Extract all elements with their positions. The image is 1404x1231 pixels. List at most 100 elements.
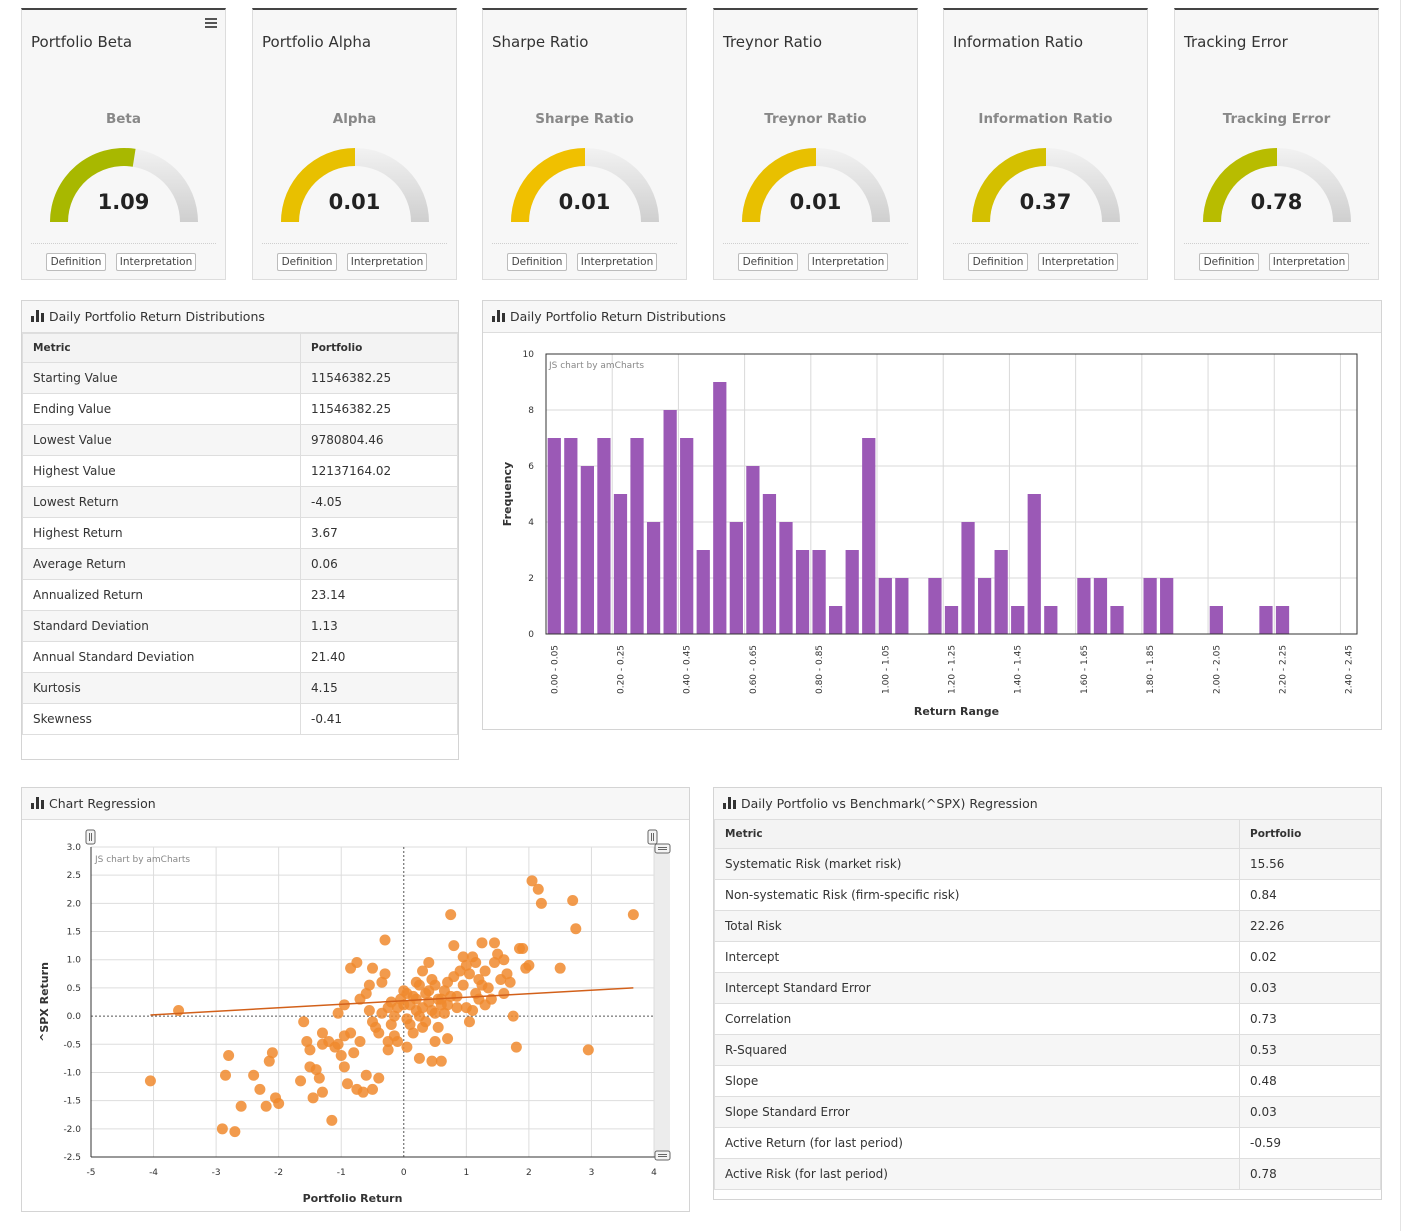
interpretation-button[interactable]: Interpretation	[1038, 253, 1118, 271]
definition-button[interactable]: Definition	[507, 253, 567, 271]
scatter-point	[382, 1044, 394, 1056]
scatter-point	[470, 957, 482, 969]
value-cell: 0.06	[300, 548, 458, 580]
y-tick-label: -1.0	[63, 1068, 81, 1078]
gauge-fill	[511, 148, 585, 222]
histogram-bar	[878, 578, 892, 634]
scatter-point	[517, 942, 529, 954]
scatter-point	[373, 1027, 385, 1039]
table-row: Annualized Return 23.14	[22, 579, 458, 611]
card-title: Information Ratio	[953, 33, 1084, 51]
histogram-bar	[812, 550, 826, 634]
x-tick-label: 1.60 - 1.65	[1080, 645, 1090, 694]
zoom-handle-bottom-icon[interactable]	[654, 1150, 671, 1161]
zoom-handle-left-icon[interactable]	[85, 829, 96, 845]
definition-button[interactable]: Definition	[277, 253, 337, 271]
card-title: Treynor Ratio	[723, 33, 823, 51]
scatter-point	[295, 1075, 307, 1087]
x-tick-label: 2	[526, 1168, 532, 1178]
metric-cell: Highest Return	[22, 517, 301, 549]
scatter-point	[429, 1035, 441, 1047]
scatter-point	[263, 1055, 275, 1067]
x-tick-label: 2.40 - 2.45	[1345, 645, 1355, 694]
interpretation-button[interactable]: Interpretation	[1269, 253, 1349, 271]
gauge-value: 0.01	[789, 190, 842, 214]
x-tick-label: 1.40 - 1.45	[1014, 645, 1024, 694]
metric-cell: Kurtosis	[22, 672, 301, 704]
zoom-handle-right-icon[interactable]	[647, 829, 658, 845]
definition-button[interactable]: Definition	[738, 253, 798, 271]
histogram-bar	[580, 466, 594, 634]
table-row: Non-systematic Risk (firm-specific risk)…	[714, 879, 1381, 911]
gauge-card-tracking-error: Tracking Error Tracking Error 0.78 Definiti…	[1174, 8, 1379, 280]
x-axis-title: Return Range	[914, 705, 999, 718]
distribution-table-panel: Daily Portfolio Return Distributions Met…	[21, 300, 459, 760]
scatter-point	[332, 1007, 344, 1019]
hamburger-menu-icon[interactable]	[205, 18, 217, 28]
scatter-point	[507, 1010, 519, 1022]
metric-cell: R-Squared	[714, 1034, 1240, 1066]
metric-cell: Active Risk (for last period)	[714, 1158, 1240, 1190]
card-title: Tracking Error	[1184, 33, 1288, 51]
scatter-point	[254, 1083, 266, 1095]
scatter-point	[420, 1016, 432, 1028]
metric-cell: Slope Standard Error	[714, 1096, 1240, 1128]
histogram-bar	[630, 438, 644, 634]
scatter-point	[273, 1097, 285, 1109]
zoom-handle-top-icon[interactable]	[654, 843, 671, 854]
x-tick-label: -2	[274, 1168, 283, 1178]
interpretation-button[interactable]: Interpretation	[577, 253, 657, 271]
gauge-card-portfolio-beta: Portfolio Beta Beta 1.09 Definition Interpre…	[21, 8, 226, 280]
scatter-point	[229, 1126, 241, 1138]
bar-chart-icon	[31, 797, 44, 809]
y-tick-label: 1.5	[67, 928, 81, 938]
card-divider	[31, 243, 216, 244]
value-cell: 0.03	[1239, 1096, 1381, 1128]
x-tick-label: 2.00 - 2.05	[1212, 645, 1222, 694]
gauge-value: 0.37	[1019, 190, 1072, 214]
gauge-card-information-ratio: Information Ratio Information Ratio 0.37 De…	[943, 8, 1148, 280]
scatter-point	[432, 1021, 444, 1033]
histogram-chart: 0 2 4 6 8 10 0.00 - 0.05 0.20 - 0.25 0.40 - 0.45…	[501, 350, 1358, 718]
vertical-scrollbar[interactable]	[654, 847, 670, 1157]
value-cell: 3.67	[300, 517, 458, 549]
metric-cell: Lowest Value	[22, 424, 301, 456]
table-row: Slope Standard Error 0.03	[714, 1096, 1381, 1128]
definition-button[interactable]: Definition	[1199, 253, 1259, 271]
x-tick-label: 1.80 - 1.85	[1146, 645, 1156, 694]
histogram-bar	[895, 578, 909, 634]
table-row: Skewness -0.41	[22, 703, 458, 735]
scatter-point	[413, 1052, 425, 1064]
scatter-point	[223, 1050, 235, 1062]
interpretation-button[interactable]: Interpretation	[116, 253, 196, 271]
scatter-point	[357, 1086, 369, 1098]
table-row: Lowest Return -4.05	[22, 486, 458, 518]
regression-line	[150, 987, 634, 1016]
card-title: Portfolio Beta	[31, 33, 133, 51]
table-row: Total Risk 22.26	[714, 910, 1381, 942]
interpretation-button[interactable]: Interpretation	[808, 253, 888, 271]
definition-button[interactable]: Definition	[46, 253, 106, 271]
scatter-point	[442, 1033, 454, 1045]
definition-button[interactable]: Definition	[968, 253, 1028, 271]
table-row: Active Return (for last period) -0.59	[714, 1127, 1381, 1159]
value-cell: 22.26	[1239, 910, 1381, 942]
metric-cell: Intercept	[714, 941, 1240, 973]
panel-title: Daily Portfolio Return Distributions	[510, 309, 726, 324]
value-cell: 11546382.25	[300, 393, 458, 425]
scatter-point	[451, 1002, 463, 1014]
column-header-metric: Metric	[22, 333, 301, 363]
y-tick-label: 8	[528, 406, 534, 416]
interpretation-button[interactable]: Interpretation	[347, 253, 427, 271]
value-cell: 0.84	[1239, 879, 1381, 911]
scatter-point	[582, 1044, 594, 1056]
x-tick-label: 0.60 - 0.65	[749, 645, 759, 694]
histogram-bar	[944, 606, 959, 634]
y-tick-label: 2.0	[67, 899, 82, 909]
histogram-bar	[862, 438, 876, 634]
table-row: Average Return 0.06	[22, 548, 458, 580]
histogram-bar	[994, 550, 1008, 634]
histogram-bar	[1027, 494, 1041, 634]
histogram-bar	[1093, 578, 1108, 634]
histogram-bar	[977, 578, 992, 634]
